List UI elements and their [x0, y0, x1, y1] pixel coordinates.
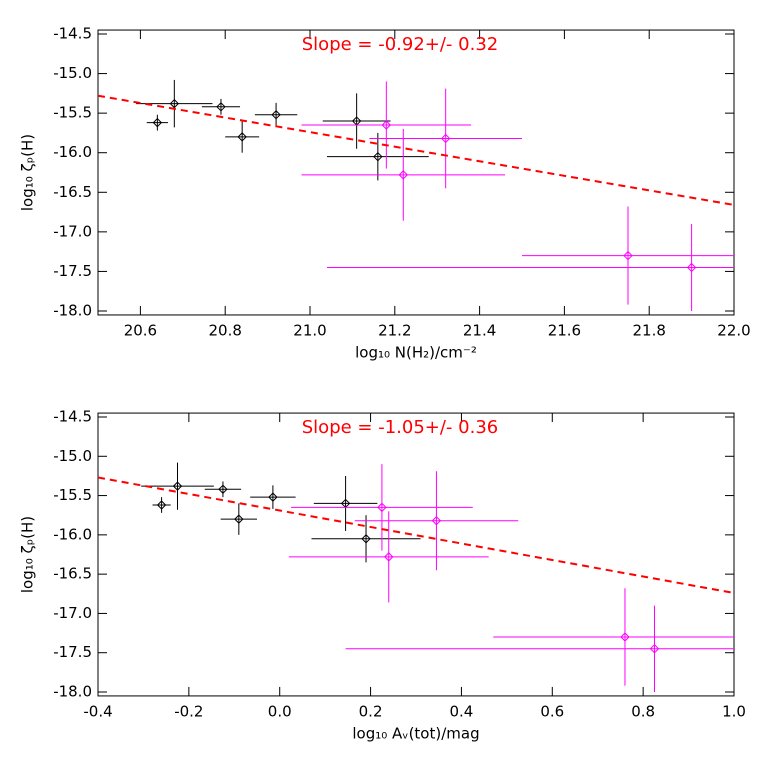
annotation: Slope = -1.05+/- 0.36 [302, 417, 498, 438]
x-tick-label: 0.4 [449, 702, 473, 720]
x-tick-label: 21.6 [548, 321, 581, 339]
y-tick-label: -16.5 [53, 565, 92, 583]
plot: -0.4 -0.2 0.0 0.2 0.4 0.6 0.8 1.0 -14.5 -15.0 -15.… [19, 408, 763, 743]
x-tick-label: 20.6 [124, 321, 157, 339]
x-tick-label: 21.4 [463, 321, 496, 339]
x-tick-label: 22.0 [717, 321, 750, 339]
x-tick-label: 21.0 [293, 321, 326, 339]
x-tick-label: 1.0 [722, 702, 746, 720]
x-tick-label: 21.2 [378, 321, 411, 339]
y-tick-label: -15.5 [53, 104, 92, 122]
annotation: Slope = -0.92+/- 0.32 [302, 34, 498, 55]
y-tick-label: -15.0 [53, 64, 92, 82]
y-axis-label: log₁₀ ζₚ(H) [19, 134, 37, 211]
fit-line [98, 478, 734, 594]
y-tick-label: -18.0 [53, 683, 92, 701]
y-tick-label: -15.0 [53, 447, 92, 465]
x-tick-label: 0.6 [540, 702, 564, 720]
y-tick-label: -14.5 [53, 408, 92, 426]
y-tick-label: -16.0 [53, 525, 92, 543]
plot: 20.6 20.8 21.0 21.2 21.4 21.6 21.8 22.0 -14.5 -15… [19, 25, 763, 362]
y-tick-label: -17.0 [53, 222, 92, 240]
y-tick-label: -18.0 [53, 302, 92, 320]
y-axis-label: log₁₀ ζₚ(H) [19, 516, 37, 593]
y-tick-label: -17.0 [53, 604, 92, 622]
y-tick-label: -16.5 [53, 183, 92, 201]
x-axis-label: log₁₀ N(H₂)/cm⁻² [355, 343, 477, 361]
x-tick-label: 0.2 [359, 702, 383, 720]
y-tick-label: -14.5 [53, 25, 92, 43]
plot-area [98, 463, 763, 692]
y-tick-label: -17.5 [53, 643, 92, 661]
x-axis-label: log₁₀ Aᵥ(tot)/mag [352, 724, 479, 742]
y-tick-label: -16.0 [53, 143, 92, 161]
y-tick-label: -15.5 [53, 486, 92, 504]
y-tick-label: -17.5 [53, 262, 92, 280]
x-tick-label: 0.8 [631, 702, 655, 720]
plot-frame [98, 413, 734, 696]
x-tick-label: 20.8 [208, 321, 241, 339]
x-tick-label: -0.4 [83, 702, 112, 720]
plot-frame [98, 30, 734, 315]
x-tick-label: -0.2 [174, 702, 203, 720]
x-tick-label: 0.0 [268, 702, 292, 720]
x-tick-label: 21.8 [632, 321, 665, 339]
fit-line [98, 96, 734, 205]
plot-area [98, 80, 763, 311]
